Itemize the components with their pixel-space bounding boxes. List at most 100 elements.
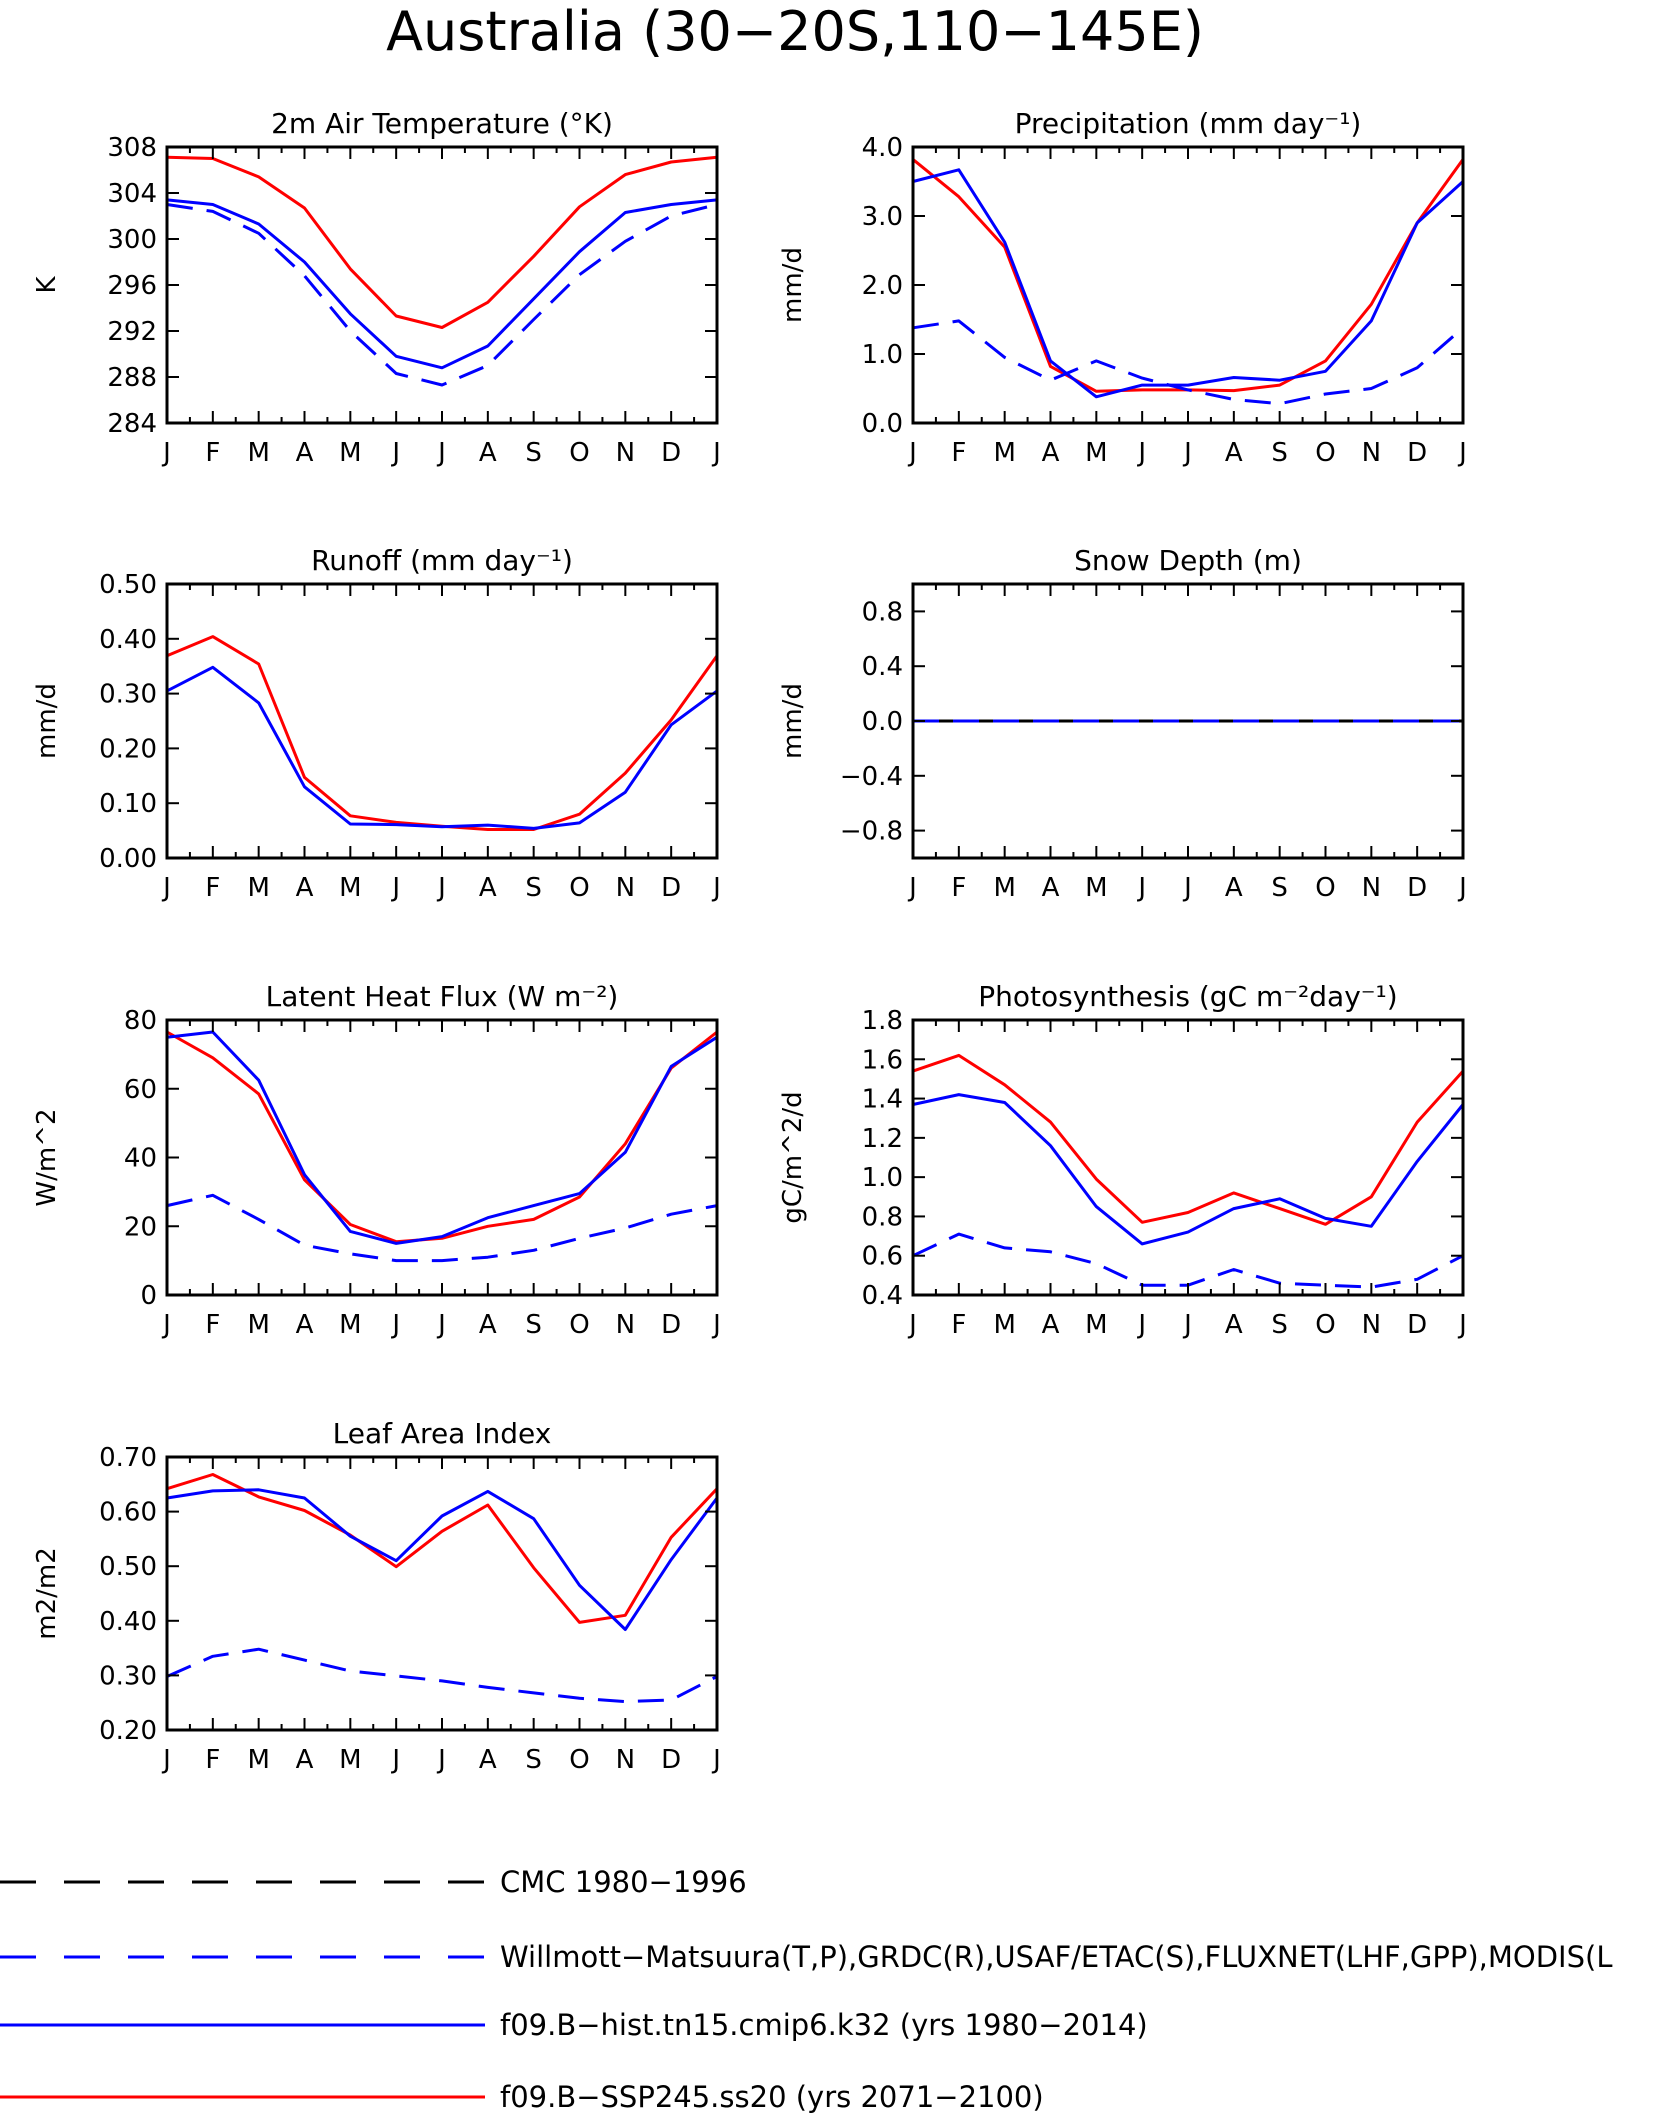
panel-title: Runoff (mm day⁻¹): [311, 544, 573, 577]
panel-3: J F M A M J J A S O N D J0.000.100.200.300.400.50Run…: [32, 544, 721, 903]
x-tick-label: M: [339, 438, 361, 468]
panel-2: J F M A M J J A S O N D J0.01.02.03.04.0Precipitatio…: [778, 107, 1467, 468]
y-tick-label: 0.0: [862, 409, 903, 439]
x-tick-label: M: [247, 438, 269, 468]
x-tick-label: O: [569, 1310, 589, 1340]
x-tick-label: J: [711, 438, 721, 468]
y-tick-label: 60: [124, 1075, 157, 1105]
y-tick-label: 0.30: [99, 1661, 157, 1691]
x-tick-label: J: [907, 1310, 917, 1340]
series-hist-solid-line: [912, 1093, 1465, 1246]
x-tick-label: O: [569, 438, 589, 468]
y-tick-label: 1.6: [862, 1045, 903, 1075]
x-tick-label: J: [1182, 873, 1192, 903]
x-tick-label: J: [436, 438, 446, 468]
x-tick-label: S: [1271, 438, 1288, 468]
x-tick-label: F: [951, 1310, 966, 1340]
x-tick-label: M: [247, 873, 269, 903]
y-axis-label: gC/m^2/d: [778, 1091, 808, 1223]
y-tick-label: 1.0: [862, 340, 903, 370]
x-tick-label: J: [1136, 873, 1146, 903]
y-tick-label: 0.00: [99, 844, 157, 874]
y-tick-label: 1.8: [862, 1006, 903, 1036]
panel-title: Snow Depth (m): [1074, 544, 1302, 577]
figure-title: Australia (30−20S,110−145E): [386, 0, 1204, 63]
y-tick-label: 288: [107, 363, 157, 393]
series-future-solid-line: [166, 635, 719, 831]
x-tick-label: J: [711, 1745, 721, 1775]
series-hist-solid-line: [166, 198, 718, 370]
series-hist-solid-line: [166, 665, 718, 830]
x-tick-label: A: [479, 873, 497, 903]
y-tick-label: 20: [124, 1212, 157, 1242]
y-tick-label: 0.0: [862, 707, 903, 737]
x-tick-label: N: [616, 873, 635, 903]
x-tick-label: A: [1042, 1310, 1060, 1340]
x-tick-label: A: [296, 1745, 314, 1775]
x-tick-label: O: [1315, 873, 1335, 903]
x-tick-label: A: [1042, 873, 1060, 903]
plot-frame: [165, 1455, 719, 1732]
series-obs-dashed-line: [912, 1232, 1464, 1289]
x-tick-label: J: [390, 873, 400, 903]
x-tick-label: M: [247, 1745, 269, 1775]
x-tick-label: J: [1182, 1310, 1192, 1340]
x-tick-label: F: [205, 1310, 220, 1340]
x-tick-label: N: [616, 1310, 635, 1340]
x-tick-label: M: [247, 1310, 269, 1340]
x-tick-label: J: [907, 438, 917, 468]
y-tick-label: 0.60: [99, 1498, 157, 1528]
x-tick-label: M: [339, 873, 361, 903]
x-tick-label: F: [205, 873, 220, 903]
x-tick-label: J: [711, 873, 721, 903]
x-tick-label: A: [479, 438, 497, 468]
panel-title: Photosynthesis (gC m⁻²day⁻¹): [978, 980, 1397, 1013]
x-tick-label: J: [390, 1310, 400, 1340]
x-tick-label: J: [1136, 1310, 1146, 1340]
x-tick-label: S: [525, 1310, 542, 1340]
series-future-solid-line: [912, 1053, 1465, 1226]
x-tick-label: D: [1407, 438, 1427, 468]
x-tick-label: N: [1362, 1310, 1381, 1340]
x-tick-label: M: [993, 438, 1015, 468]
series-hist-solid-line: [166, 1488, 719, 1631]
series-hist-solid-line: [912, 168, 1465, 399]
x-tick-label: O: [1315, 438, 1335, 468]
x-tick-label: J: [161, 438, 171, 468]
series-obs-dashed-line: [912, 319, 1464, 406]
x-tick-label: J: [161, 1310, 171, 1340]
x-tick-label: A: [1225, 873, 1243, 903]
y-tick-label: 0.4: [862, 652, 903, 682]
y-tick-label: 1.4: [862, 1085, 903, 1115]
legend-hist-label: f09.B−hist.tn15.cmip6.k32 (yrs 1980−2014…: [500, 2008, 1148, 2042]
x-tick-label: M: [1085, 873, 1107, 903]
y-tick-label: 80: [124, 1006, 157, 1036]
y-tick-label: 308: [107, 133, 157, 163]
x-tick-label: M: [339, 1310, 361, 1340]
legend-future-label: f09.B−SSP245.ss20 (yrs 2071−2100): [500, 2080, 1044, 2114]
y-tick-label: −0.4: [840, 762, 903, 792]
x-tick-label: S: [1271, 1310, 1288, 1340]
x-tick-label: M: [993, 1310, 1015, 1340]
legend: CMC 1980−1996 Willmott−Matsuura(T,P),GRDC…: [0, 1865, 1613, 2114]
y-tick-label: 0.20: [99, 1716, 157, 1746]
x-tick-label: F: [205, 438, 220, 468]
y-axis-label: K: [32, 276, 62, 294]
x-tick-label: F: [951, 873, 966, 903]
series-obs-dashed-line: [166, 1193, 718, 1263]
series-hist-solid-line: [166, 1030, 718, 1245]
x-tick-label: J: [1182, 438, 1192, 468]
y-tick-label: 0.50: [99, 1552, 157, 1582]
x-tick-label: D: [661, 1745, 681, 1775]
panel-title: Leaf Area Index: [333, 1417, 552, 1450]
y-tick-label: 292: [107, 317, 157, 347]
y-tick-label: 0.40: [99, 625, 157, 655]
x-tick-label: D: [661, 438, 681, 468]
panel-7: J F M A M J J A S O N D J0.200.300.400.500.600.70Lea…: [32, 1417, 721, 1775]
x-tick-label: A: [296, 438, 314, 468]
y-tick-label: 1.0: [862, 1163, 903, 1193]
